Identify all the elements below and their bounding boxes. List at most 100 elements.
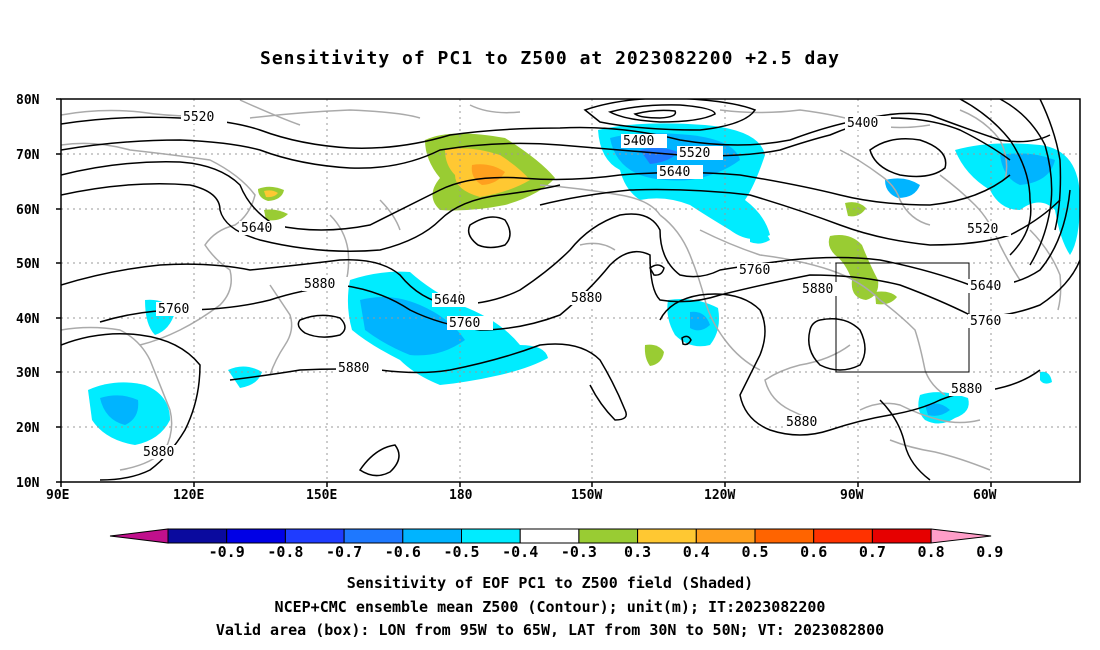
shade-positive-region (264, 190, 278, 198)
colorbar-tick-label: -0.5 (443, 543, 479, 561)
shade-negative-region (885, 178, 920, 198)
shade-positive-region (828, 235, 879, 300)
lat-label: 40N (16, 312, 40, 327)
contour-line (681, 335, 692, 346)
shade-positive-region (264, 209, 288, 221)
contour-line (869, 138, 947, 178)
contour-line (467, 216, 511, 249)
contour-line (61, 161, 1011, 231)
colorbar-swatch (695, 528, 756, 544)
contour-label: 5760 (739, 263, 770, 278)
colorbar-tick-label: 0.4 (683, 543, 710, 561)
colorbar-swatch (519, 528, 580, 544)
lon-label: 150E (306, 488, 337, 503)
colorbar-swatch (637, 528, 697, 544)
colorbar-swatch (226, 528, 286, 544)
contour-label: 5400 (623, 134, 654, 149)
contour-label: 5640 (241, 221, 272, 236)
contour-label: 5880 (802, 282, 833, 297)
plot-frame (60, 98, 1081, 483)
lon-label: 90E (46, 488, 69, 503)
lon-label: 120W (704, 488, 735, 503)
colorbar-tick-label: -0.3 (561, 543, 597, 561)
lat-label: 30N (16, 366, 40, 381)
contour-label: 5520 (679, 146, 710, 161)
lon-label: 150W (571, 488, 602, 503)
colorbar-tick-label: -0.6 (385, 543, 421, 561)
colorbar-tick-label: 0.9 (976, 543, 1003, 561)
colorbar-tick-label: -0.7 (326, 543, 362, 561)
colorbar-tick-label: 0.3 (624, 543, 651, 561)
longitude-labels: 90E 120E 150E 180 150W 120W 90W 60W (46, 488, 997, 503)
contour-label: 5880 (571, 291, 602, 306)
contour-label: 5880 (304, 277, 335, 292)
contour-label: 5880 (951, 382, 982, 397)
contour-line (879, 399, 931, 481)
map-title: Sensitivity of PC1 to Z500 at 2023082200… (259, 48, 840, 69)
contour-label: 5760 (158, 302, 189, 317)
lon-label: 120E (173, 488, 204, 503)
colorbar-tick-label: 0.7 (859, 543, 886, 561)
contour-labels: 5520 5400 5520 5640 5400 5520 5640 5880 … (141, 110, 1014, 460)
colorbar-tick-label: -0.4 (502, 543, 538, 561)
shade-negative-region (1000, 153, 1055, 185)
lat-label: 20N (16, 421, 40, 436)
contour-line (61, 183, 561, 252)
colorbar-tick-label: 0.6 (800, 543, 827, 561)
colorbar-swatch (871, 528, 932, 544)
contour-label: 5880 (143, 445, 174, 460)
shade-positive-region (471, 164, 505, 185)
contour-line (999, 99, 1053, 266)
colorbar-swatch (167, 528, 228, 544)
shading-layer (88, 123, 1080, 445)
colorbar-low-arrow (109, 528, 169, 544)
contour-line (297, 314, 346, 338)
colorbar-high-arrow (930, 528, 992, 544)
colorbar-swatch (461, 528, 521, 544)
colorbar-swatch (343, 528, 404, 544)
contour-line (1039, 99, 1062, 231)
contour-line (229, 343, 627, 421)
contour-line (358, 444, 400, 477)
contour-line (607, 104, 716, 123)
colorbar-tick-label: -0.9 (209, 543, 245, 561)
contour-label: 5520 (183, 110, 214, 125)
colorbar-tick-label: -0.8 (267, 543, 303, 561)
lat-label: 10N (16, 476, 40, 491)
contour-label: 5640 (970, 279, 1001, 294)
shade-negative-region (1040, 371, 1052, 384)
contour-label: 5880 (786, 415, 817, 430)
contour-label: 5760 (449, 316, 480, 331)
colorbar-tick-label: 0.8 (918, 543, 945, 561)
contour-line (959, 99, 1032, 256)
colorbar-swatch (578, 528, 639, 544)
colorbar: -0.9 -0.8 -0.7 -0.6 -0.5 -0.4 -0.3 0.3 0.4 0.5 0.6… (109, 528, 1003, 561)
colorbar-swatch (754, 528, 815, 544)
footer-line-shading: Sensitivity of EOF PC1 to Z500 field (Sh… (346, 574, 754, 592)
contour-line (633, 109, 677, 119)
lat-label: 80N (16, 93, 40, 108)
contour-line (808, 318, 866, 371)
latitude-labels: 80N 70N 60N 50N 40N 30N 20N 10N (16, 93, 40, 491)
lat-label: 50N (16, 257, 40, 272)
lon-label: 180 (449, 488, 473, 503)
footer-line-contour: NCEP+CMC ensemble mean Z500 (Contour); u… (274, 598, 826, 616)
z500-contours (61, 99, 1080, 481)
colorbar-tick-label: 0.5 (741, 543, 768, 561)
contour-label: 5640 (434, 293, 465, 308)
tick-marks (56, 98, 992, 487)
graticule (61, 99, 1080, 482)
contour-label: 5880 (338, 361, 369, 376)
lon-label: 90W (840, 488, 864, 503)
shade-negative-region (925, 403, 950, 416)
shade-negative-region (100, 395, 139, 425)
shade-positive-region (644, 344, 664, 366)
colorbar-swatch (284, 528, 345, 544)
contour-line (649, 264, 665, 276)
contour-line (539, 188, 1061, 246)
contour-label: 5400 (847, 116, 878, 131)
coastlines (61, 99, 1062, 471)
colorbar-swatch (813, 528, 873, 544)
shade-negative-region (690, 311, 710, 331)
